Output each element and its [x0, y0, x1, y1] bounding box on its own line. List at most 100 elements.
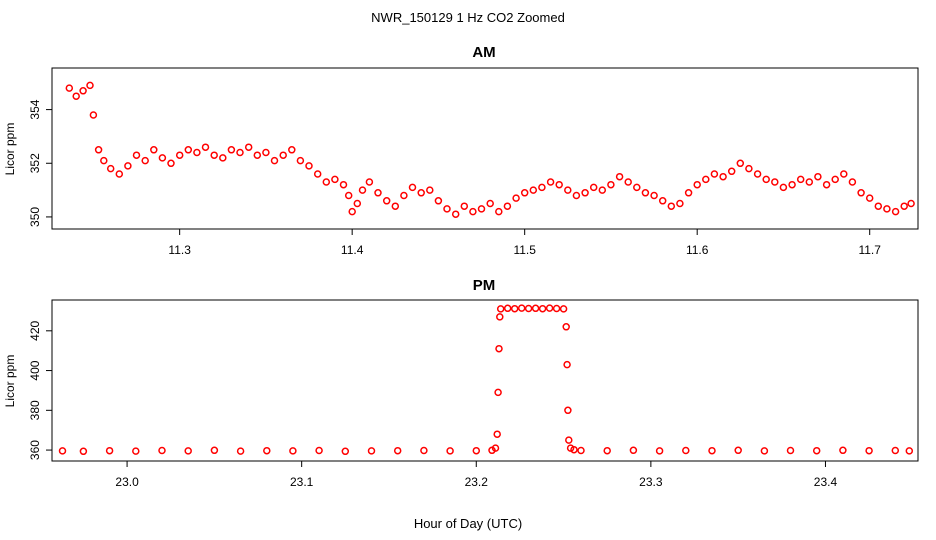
- pm-data-point: [58, 447, 67, 455]
- am-data-point: [426, 186, 434, 194]
- am-data-point: [460, 202, 469, 210]
- am-data-point: [883, 205, 891, 213]
- am-panel-title: AM: [472, 44, 495, 61]
- am-data-point: [633, 183, 641, 192]
- am-data-point: [900, 202, 908, 210]
- am-data-point: [288, 146, 296, 154]
- am-data-point: [141, 156, 149, 165]
- am-y-tick-label: 354: [28, 99, 42, 119]
- am-data-point: [72, 92, 80, 100]
- am-data-point: [796, 175, 805, 184]
- pm-data-point: [420, 446, 428, 455]
- pm-y-tick-label: 420: [28, 320, 42, 340]
- am-data-point: [538, 183, 546, 192]
- am-data-point: [434, 197, 443, 205]
- am-data-point: [607, 180, 615, 189]
- pm-data-point: [538, 304, 547, 313]
- pm-data-point: [132, 447, 140, 455]
- am-data-point: [822, 180, 831, 189]
- pm-data-point: [524, 304, 533, 313]
- am-data-point: [322, 178, 331, 186]
- am-data-point: [840, 170, 848, 178]
- pm-data-point: [708, 446, 716, 455]
- pm-data-point: [760, 447, 769, 455]
- am-data-point: [201, 143, 210, 151]
- am-data-point: [358, 186, 367, 194]
- am-data-point: [210, 151, 218, 159]
- pm-y-tick-label: 400: [28, 360, 42, 380]
- am-data-point: [589, 183, 598, 192]
- pm-data-point: [562, 323, 570, 331]
- am-x-tick-label: 11.4: [341, 243, 364, 257]
- pm-y-tick-label: 380: [28, 400, 42, 420]
- am-data-point: [331, 175, 339, 184]
- am-y-axis: 350 352 354: [28, 99, 52, 227]
- pm-data-point: [577, 446, 585, 455]
- am-data-point: [253, 151, 262, 159]
- am-data-point: [106, 164, 115, 173]
- am-data-point: [339, 180, 348, 189]
- am-data-point: [520, 189, 529, 197]
- am-data-point: [848, 178, 857, 186]
- pm-data-point: [563, 360, 571, 369]
- am-data-point: [814, 172, 822, 181]
- am-x-tick-label: 11.3: [168, 243, 191, 257]
- pm-data-point: [184, 447, 192, 455]
- am-data-point: [279, 151, 287, 159]
- pm-data-point: [393, 446, 402, 455]
- pm-data-point: [494, 388, 502, 397]
- pm-data-point: [472, 446, 481, 455]
- am-data-point: [451, 210, 460, 218]
- am-data-point: [693, 180, 701, 189]
- pm-data-point: [570, 445, 578, 454]
- pm-data-point: [158, 446, 166, 455]
- am-data-point: [907, 199, 915, 208]
- am-data-point: [236, 148, 244, 157]
- pm-plot-frame: [51, 299, 919, 462]
- am-data-point: [684, 189, 693, 197]
- am-data-point: [477, 205, 486, 213]
- pm-data-point: [446, 447, 454, 455]
- am-data-point: [408, 183, 417, 192]
- am-data-point: [874, 202, 883, 210]
- am-data-point: [762, 175, 770, 184]
- am-data-point: [89, 111, 98, 119]
- am-data-point: [391, 202, 400, 210]
- pm-data-point: [315, 446, 323, 455]
- x-axis-label: Hour of Day (UTC): [414, 516, 522, 531]
- pm-data-point: [812, 446, 821, 455]
- pm-data-point: [629, 446, 638, 455]
- am-data-point: [94, 146, 103, 154]
- pm-x-tick-label: 23.4: [814, 475, 838, 489]
- am-data-point: [658, 197, 667, 205]
- am-data-point: [184, 146, 193, 154]
- pm-points: [58, 304, 914, 456]
- am-data-point: [572, 191, 581, 200]
- am-data-point: [512, 194, 520, 202]
- am-data-point: [598, 186, 607, 194]
- am-data-point: [865, 194, 874, 202]
- am-y-axis-label: Licor ppm: [3, 123, 17, 176]
- pm-x-tick-label: 23.1: [290, 475, 314, 489]
- am-data-point: [641, 189, 650, 197]
- am-data-point: [79, 87, 87, 95]
- pm-data-point: [545, 304, 554, 312]
- pm-data-point: [341, 447, 350, 456]
- pm-data-point: [236, 447, 245, 455]
- am-data-point: [227, 146, 236, 154]
- am-data-point: [624, 178, 632, 186]
- am-data-point: [719, 172, 727, 181]
- am-data-point: [65, 84, 74, 92]
- am-data-point: [353, 199, 362, 208]
- am-data-point: [193, 148, 201, 157]
- am-data-point: [443, 205, 451, 213]
- am-data-point: [779, 183, 788, 192]
- am-points: [65, 81, 915, 218]
- am-panel: AM 11.3 11.4 11.5 11.6 11.7 350 352 354 Licor …: [3, 44, 919, 257]
- pm-data-point: [496, 305, 505, 313]
- am-data-point: [753, 170, 762, 178]
- pm-data-point: [603, 446, 611, 455]
- pm-data-point: [655, 447, 664, 455]
- am-data-point: [344, 191, 353, 200]
